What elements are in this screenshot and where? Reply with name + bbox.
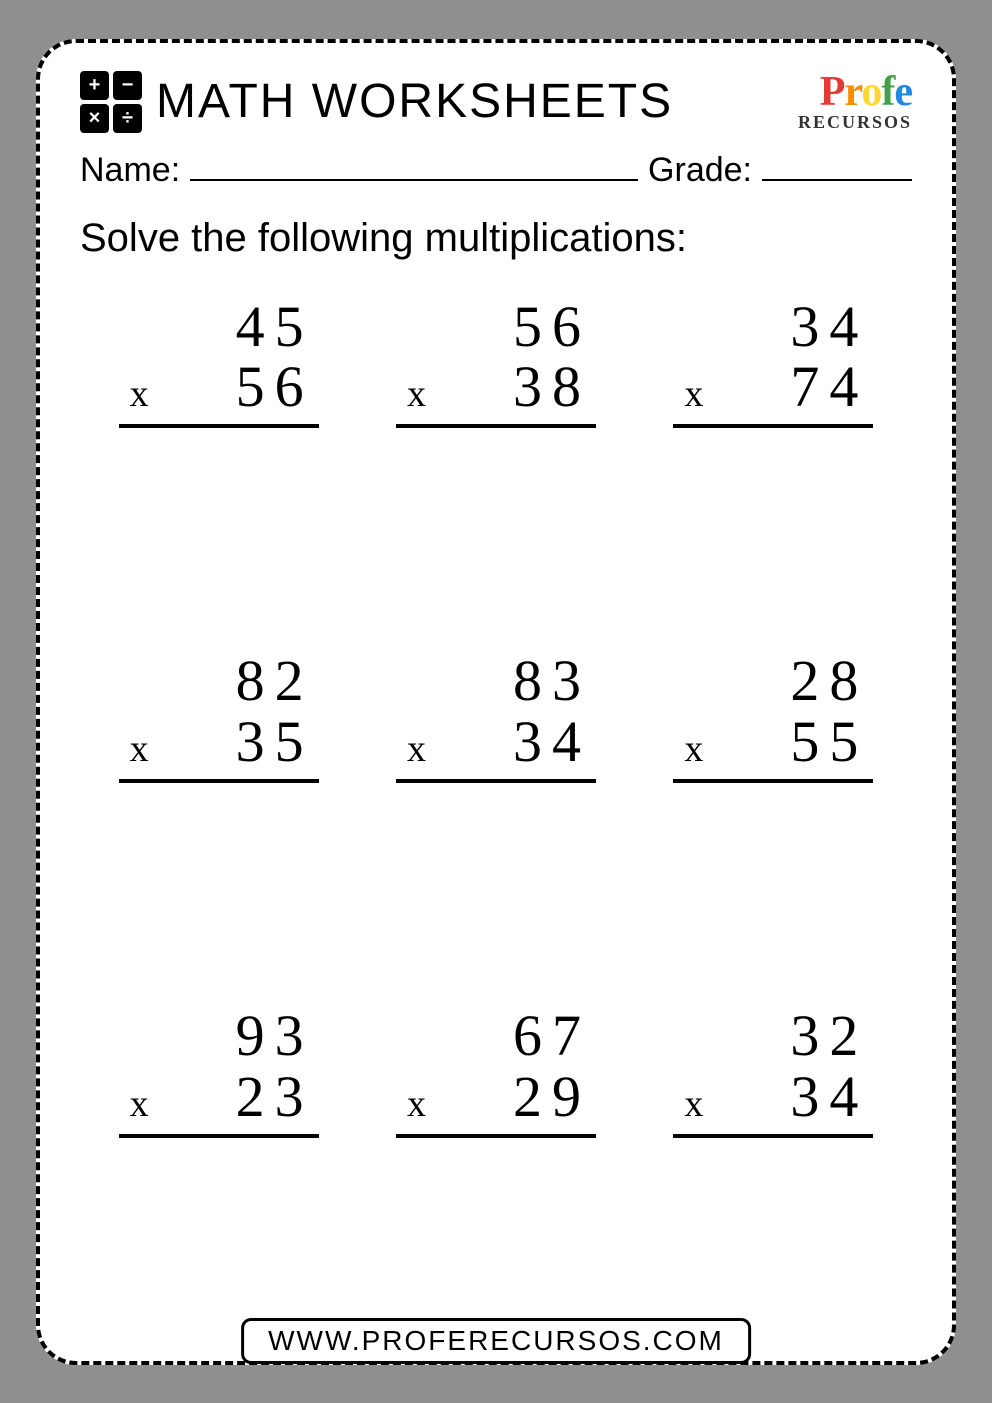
- footer-url: WWW.PROFERECURSOS.COM: [241, 1318, 751, 1364]
- times-icon: ×: [80, 104, 109, 133]
- name-input-line[interactable]: [190, 151, 638, 181]
- multiplier: 56: [236, 357, 314, 418]
- multiplier-row: x 35: [124, 712, 314, 773]
- problem-7: 93 x 23: [100, 1006, 337, 1351]
- problem-9: 32 x 34: [655, 1006, 892, 1351]
- problem-1: 45 x 56: [100, 297, 337, 642]
- answer-line[interactable]: [673, 779, 873, 783]
- multiplier-row: x 34: [678, 1067, 868, 1128]
- minus-icon: −: [113, 71, 142, 100]
- brand-logo: Profe RECURSOS: [798, 71, 912, 131]
- multiplicand: 28: [678, 651, 868, 712]
- multiplier-row: x 55: [678, 712, 868, 773]
- operator: x: [401, 730, 499, 770]
- multiplicand: 56: [401, 297, 591, 358]
- problem-4: 82 x 35: [100, 651, 337, 996]
- divide-icon: ÷: [113, 104, 142, 133]
- problem-5: 83 x 34: [377, 651, 614, 996]
- page-title: MATH WORKSHEETS: [156, 74, 673, 129]
- problem-6: 28 x 55: [655, 651, 892, 996]
- operator: x: [401, 375, 499, 415]
- answer-line[interactable]: [673, 424, 873, 428]
- problem-2: 56 x 38: [377, 297, 614, 642]
- multiplicand: 32: [678, 1006, 868, 1067]
- multiplier-row: x 34: [401, 712, 591, 773]
- multiplicand: 67: [401, 1006, 591, 1067]
- grade-label: Grade:: [648, 151, 752, 190]
- brand-line2: RECURSOS: [798, 113, 912, 131]
- multiplier-row: x 74: [678, 357, 868, 418]
- brand-line1: Profe: [798, 71, 912, 113]
- operator: x: [401, 1085, 499, 1125]
- problem-3: 34 x 74: [655, 297, 892, 642]
- answer-line[interactable]: [396, 1134, 596, 1138]
- multiplier-row: x 38: [401, 357, 591, 418]
- instruction-text: Solve the following multiplications:: [80, 216, 912, 261]
- answer-line[interactable]: [119, 779, 319, 783]
- operator: x: [678, 730, 776, 770]
- grade-input-line[interactable]: [762, 151, 912, 181]
- student-fields: Name: Grade:: [80, 151, 912, 190]
- multiplier: 74: [790, 357, 868, 418]
- title-block: + − × ÷ MATH WORKSHEETS: [80, 71, 673, 133]
- multiplier-row: x 29: [401, 1067, 591, 1128]
- answer-line[interactable]: [673, 1134, 873, 1138]
- multiplier: 34: [790, 1067, 868, 1128]
- multiplicand: 45: [124, 297, 314, 358]
- answer-line[interactable]: [396, 424, 596, 428]
- operator: x: [678, 1085, 776, 1125]
- answer-line[interactable]: [119, 424, 319, 428]
- worksheet-page: + − × ÷ MATH WORKSHEETS Profe RECURSOS N…: [36, 39, 956, 1365]
- answer-line[interactable]: [119, 1134, 319, 1138]
- math-ops-icon: + − × ÷: [80, 71, 142, 133]
- multiplier: 23: [236, 1067, 314, 1128]
- operator: x: [124, 375, 222, 415]
- multiplier-row: x 23: [124, 1067, 314, 1128]
- multiplicand: 34: [678, 297, 868, 358]
- header: + − × ÷ MATH WORKSHEETS Profe RECURSOS: [80, 71, 912, 133]
- multiplier: 35: [236, 712, 314, 773]
- operator: x: [124, 1085, 222, 1125]
- multiplier: 38: [513, 357, 591, 418]
- answer-line[interactable]: [396, 779, 596, 783]
- problem-8: 67 x 29: [377, 1006, 614, 1351]
- multiplier: 29: [513, 1067, 591, 1128]
- multiplier-row: x 56: [124, 357, 314, 418]
- operator: x: [678, 375, 776, 415]
- plus-icon: +: [80, 71, 109, 100]
- name-label: Name:: [80, 151, 180, 190]
- operator: x: [124, 730, 222, 770]
- multiplier: 55: [790, 712, 868, 773]
- multiplicand: 82: [124, 651, 314, 712]
- multiplicand: 93: [124, 1006, 314, 1067]
- problems-grid: 45 x 56 56 x 38 34 x 74 82 x 35 83 x 34 28 x 55 93 x 23 67 x 29…: [80, 297, 912, 1361]
- multiplicand: 83: [401, 651, 591, 712]
- multiplier: 34: [513, 712, 591, 773]
